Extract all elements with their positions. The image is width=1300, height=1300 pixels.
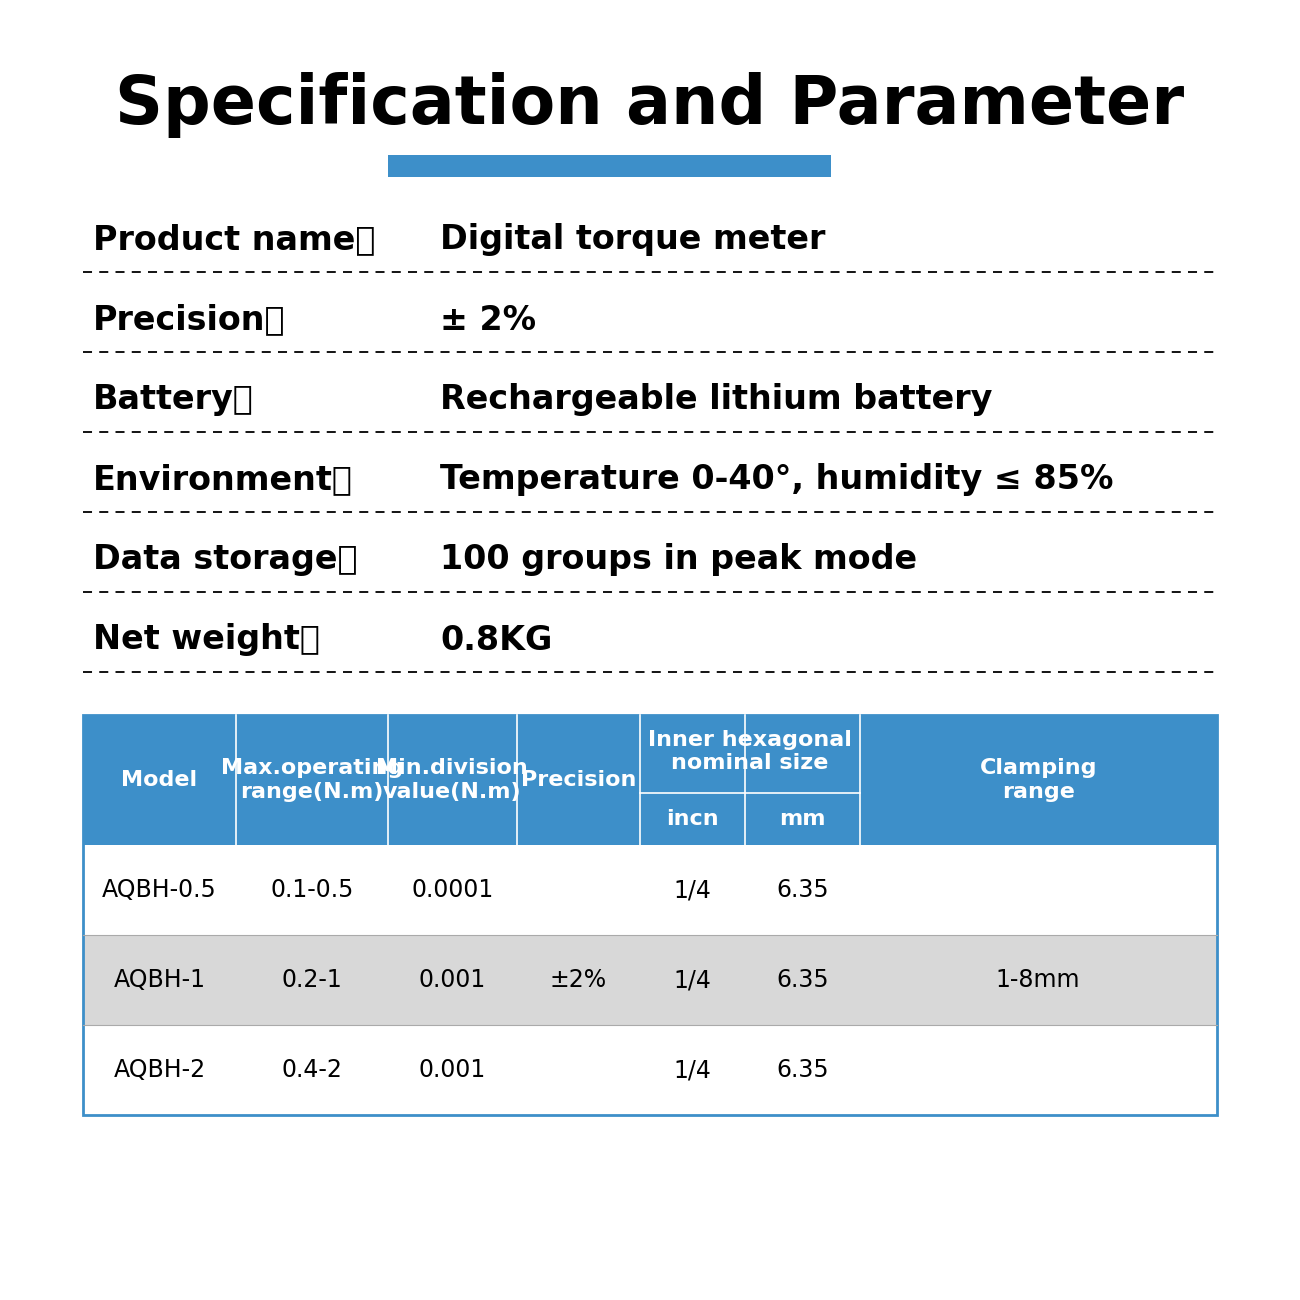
Text: Max.operating
range(N.m): Max.operating range(N.m) — [221, 758, 403, 802]
Text: 0.0001: 0.0001 — [411, 878, 494, 902]
Text: Digital torque meter: Digital torque meter — [441, 224, 826, 256]
Bar — [83, 935, 1217, 1024]
Text: 0.001: 0.001 — [419, 968, 486, 992]
Text: Precision：: Precision： — [92, 303, 285, 337]
Text: AQBH-1: AQBH-1 — [113, 968, 205, 992]
Text: Specification and Parameter: Specification and Parameter — [116, 72, 1184, 138]
Text: Net weight：: Net weight： — [92, 624, 320, 656]
Bar — [83, 1024, 1217, 1115]
Text: Battery：: Battery： — [92, 384, 254, 416]
Text: 6.35: 6.35 — [776, 1058, 828, 1082]
Text: AQBH-0.5: AQBH-0.5 — [101, 878, 217, 902]
Text: 6.35: 6.35 — [776, 968, 828, 992]
Text: 1/4: 1/4 — [673, 878, 712, 902]
Text: AQBH-2: AQBH-2 — [113, 1058, 205, 1082]
Text: Product name：: Product name： — [92, 224, 376, 256]
Bar — [83, 715, 1217, 1115]
Text: ± 2%: ± 2% — [441, 303, 537, 337]
Text: Min.division
value(N.m): Min.division value(N.m) — [376, 758, 528, 802]
Text: Inner hexagonal
nominal size: Inner hexagonal nominal size — [649, 729, 852, 774]
Text: 100 groups in peak mode: 100 groups in peak mode — [441, 543, 918, 576]
Text: 0.2-1: 0.2-1 — [282, 968, 342, 992]
Text: 0.4-2: 0.4-2 — [281, 1058, 342, 1082]
Text: mm: mm — [779, 809, 826, 829]
Bar — [83, 845, 1217, 935]
Text: Model: Model — [121, 770, 198, 790]
Text: 1/4: 1/4 — [673, 1058, 712, 1082]
Text: Clamping
range: Clamping range — [979, 758, 1097, 802]
Text: Temperature 0-40°, humidity ≤ 85%: Temperature 0-40°, humidity ≤ 85% — [441, 464, 1114, 497]
Text: 6.35: 6.35 — [776, 878, 828, 902]
Text: ±2%: ±2% — [550, 968, 607, 992]
Text: incn: incn — [667, 809, 719, 829]
Bar — [83, 715, 1217, 845]
Bar — [387, 155, 831, 177]
Text: 1/4: 1/4 — [673, 968, 712, 992]
Text: Data storage：: Data storage： — [92, 543, 358, 576]
Text: Precision: Precision — [521, 770, 636, 790]
Text: 0.001: 0.001 — [419, 1058, 486, 1082]
Text: 0.8KG: 0.8KG — [441, 624, 552, 656]
Text: 0.1-0.5: 0.1-0.5 — [270, 878, 354, 902]
Text: Rechargeable lithium battery: Rechargeable lithium battery — [441, 384, 993, 416]
Text: Environment：: Environment： — [92, 464, 352, 497]
Text: 1-8mm: 1-8mm — [996, 968, 1080, 992]
